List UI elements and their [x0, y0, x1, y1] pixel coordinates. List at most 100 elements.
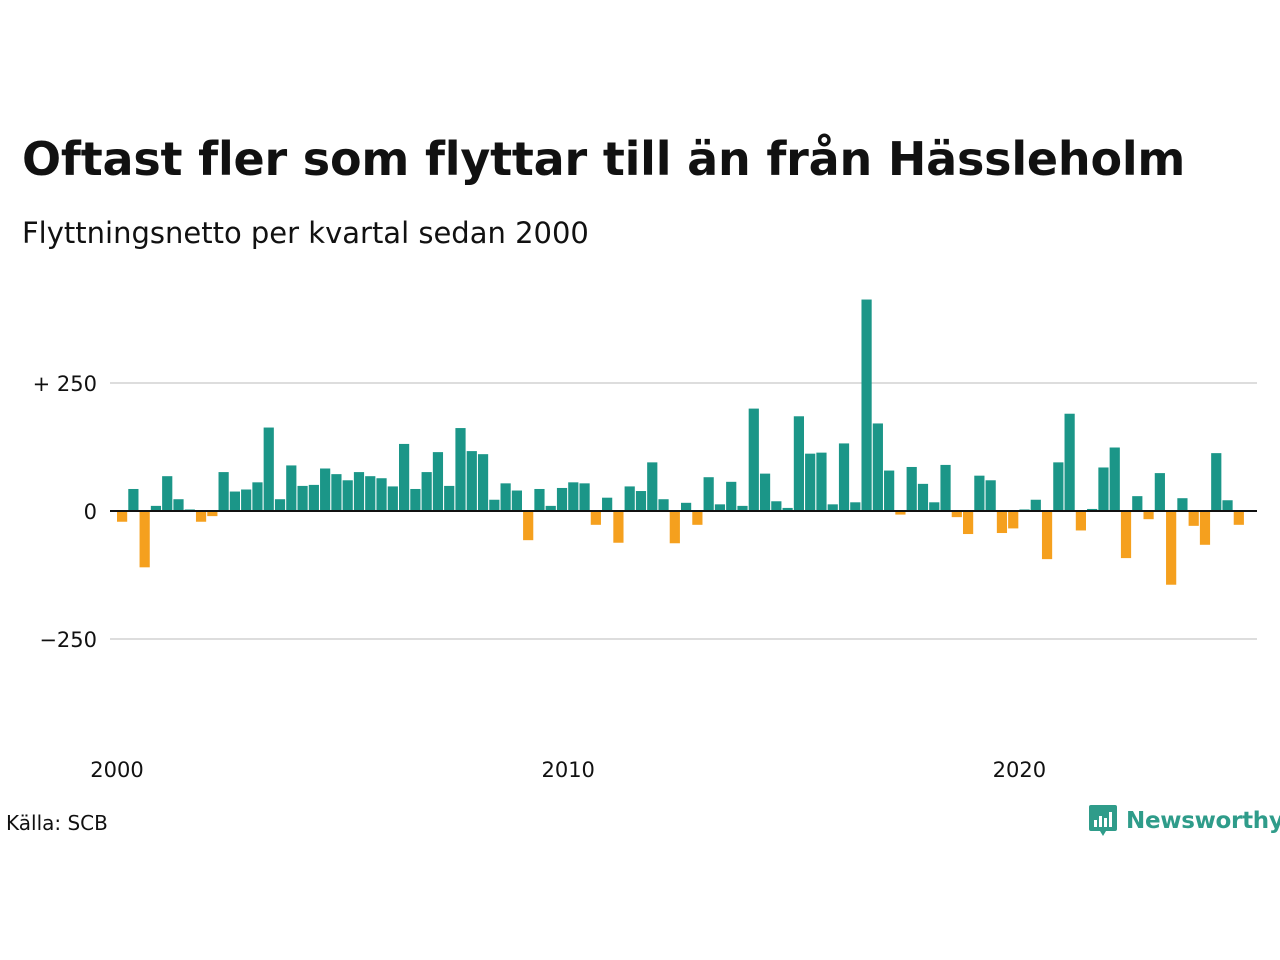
- bar: [128, 488, 139, 511]
- bar: [1143, 511, 1154, 520]
- bar: [1030, 499, 1041, 511]
- bar: [1109, 447, 1120, 511]
- bar: [850, 502, 861, 511]
- bar: [1199, 511, 1211, 545]
- bar: [1233, 511, 1244, 525]
- x-tick-label: 2010: [541, 758, 594, 782]
- bar: [1154, 473, 1165, 511]
- bar: [816, 452, 827, 511]
- bar: [195, 511, 207, 522]
- bar: [466, 451, 477, 511]
- bar: [929, 502, 940, 511]
- bar: [759, 473, 771, 511]
- bar: [602, 497, 613, 511]
- chart-subtitle: Flyttningsnetto per kvartal sedan 2000: [22, 216, 589, 250]
- bar: [1008, 511, 1019, 529]
- bar: [906, 466, 917, 511]
- bar: [568, 482, 579, 511]
- bar: [1064, 413, 1075, 511]
- bar: [342, 480, 353, 511]
- y-axis-ticks: + 250 0 −250: [33, 372, 97, 652]
- bar: [613, 511, 624, 543]
- bar: [737, 505, 748, 511]
- bar: [951, 511, 962, 518]
- y-tick-label: + 250: [33, 372, 97, 396]
- bar: [545, 505, 556, 511]
- bar: [489, 499, 500, 511]
- bar: [782, 507, 793, 511]
- bar: [861, 299, 872, 511]
- bar: [421, 472, 432, 511]
- bar: [579, 483, 590, 511]
- bar: [387, 486, 398, 511]
- bar: [331, 474, 342, 511]
- bar: [274, 499, 286, 511]
- bar: [895, 511, 906, 515]
- source-note: Källa: SCB: [6, 811, 108, 835]
- bar: [669, 511, 680, 544]
- x-tick-label: 2020: [993, 758, 1046, 782]
- y-tick-label: −250: [39, 628, 97, 652]
- bar: [1177, 498, 1188, 511]
- bar: [940, 464, 951, 511]
- bar: [162, 476, 173, 511]
- bar: [805, 453, 816, 511]
- bar: [647, 462, 658, 511]
- bar: [534, 488, 545, 511]
- bar: [1132, 496, 1143, 511]
- bar: [963, 511, 974, 535]
- bar: [455, 428, 466, 511]
- bar: [523, 511, 534, 541]
- bar: [974, 475, 985, 511]
- bar: [793, 416, 804, 511]
- bar: [444, 485, 455, 511]
- bars: [117, 299, 1244, 585]
- bar: [500, 483, 511, 511]
- bar: [286, 465, 297, 511]
- bar: [692, 511, 703, 525]
- chart-title: Oftast fler som flyttar till än från Häs…: [22, 132, 1186, 186]
- bar: [726, 481, 737, 511]
- newsworthy-chart-logo-icon: [1089, 805, 1117, 836]
- bar: [624, 486, 635, 511]
- bar: [117, 511, 128, 522]
- bar: [1098, 467, 1109, 511]
- bar: [681, 502, 692, 511]
- x-axis-ticks: 2000 2010 2020: [90, 758, 1046, 782]
- bar: [511, 490, 522, 511]
- bar: [996, 511, 1008, 534]
- bar: [1087, 508, 1098, 511]
- bar: [241, 489, 252, 511]
- bar: [1166, 511, 1177, 585]
- bar: [748, 408, 759, 511]
- bar: [263, 427, 274, 511]
- y-tick-label: 0: [84, 500, 97, 524]
- newsworthy-logo: Newsworthy: [1088, 804, 1280, 838]
- bar: [229, 491, 240, 511]
- grid-lines: [110, 382, 1257, 640]
- bar: [917, 483, 929, 511]
- bar: [139, 511, 150, 568]
- bar: [635, 491, 647, 511]
- bar: [1120, 511, 1132, 559]
- brand-name: Newsworthy: [1126, 808, 1280, 834]
- bar: [308, 484, 319, 511]
- bar: [150, 505, 162, 511]
- bar: [173, 499, 184, 511]
- bar-chart: + 250 0 −250 2000 2010 2020: [33, 299, 1257, 782]
- x-tick-label: 2000: [90, 758, 143, 782]
- bar: [218, 472, 229, 511]
- bar: [410, 488, 421, 511]
- bar: [1041, 511, 1053, 560]
- bar: [703, 477, 714, 511]
- bar: [477, 454, 489, 511]
- bar: [432, 452, 444, 511]
- bar: [658, 499, 669, 511]
- bar: [207, 511, 218, 517]
- bar: [985, 480, 996, 511]
- bar: [252, 482, 263, 511]
- bar: [556, 487, 568, 511]
- bar: [1222, 500, 1233, 511]
- bar: [884, 470, 895, 511]
- bar: [838, 443, 850, 511]
